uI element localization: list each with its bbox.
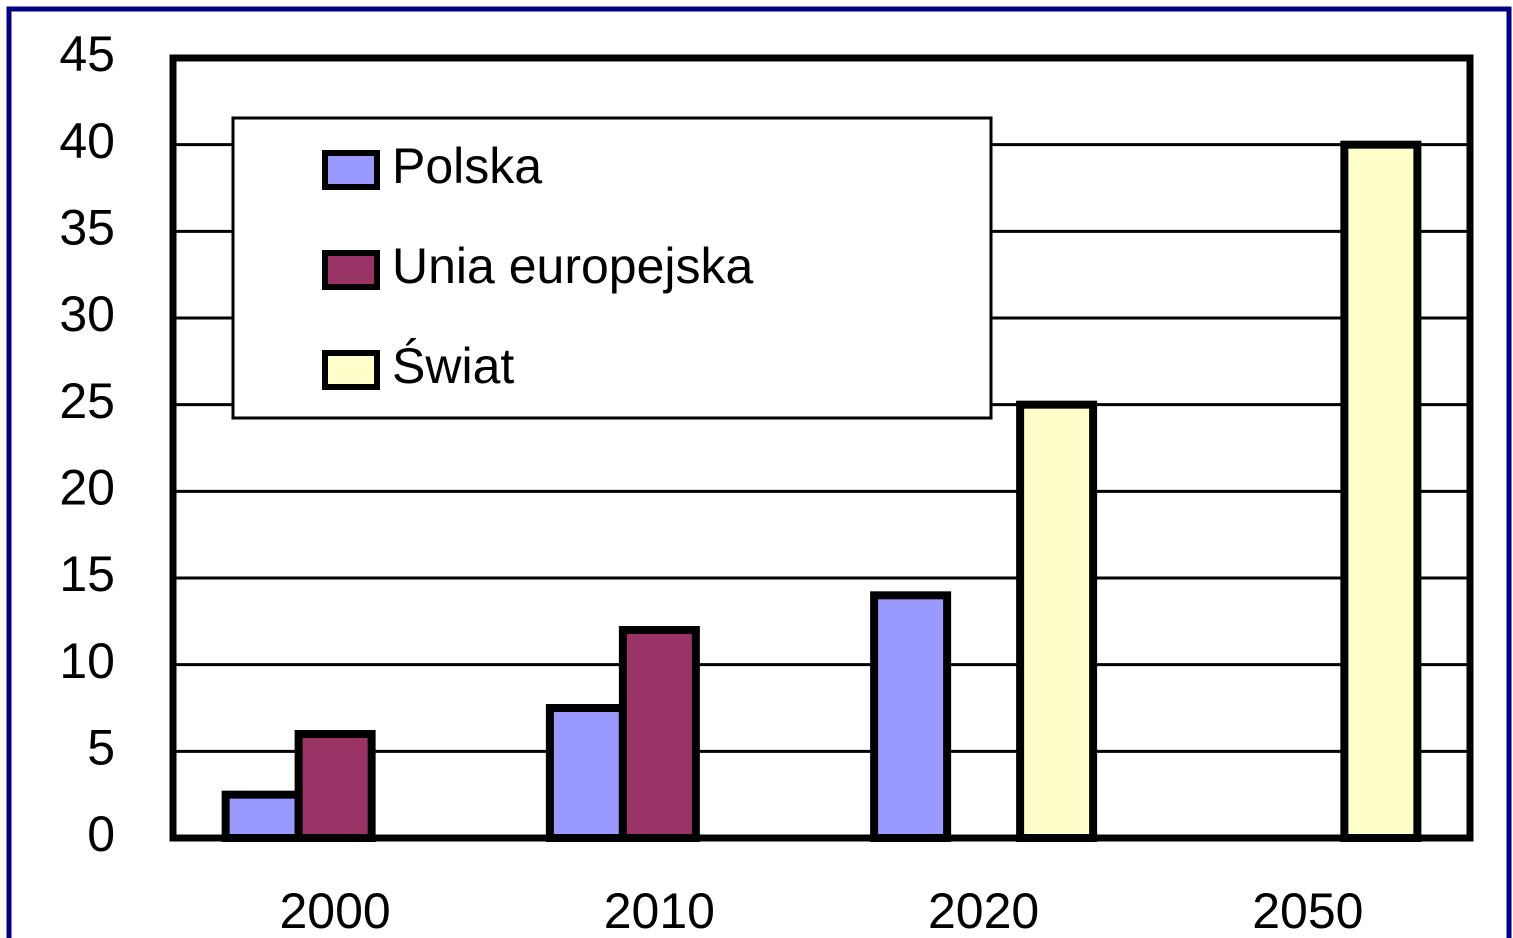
legend-swatch — [322, 350, 380, 390]
y-tick-label: 20 — [59, 460, 115, 516]
bar — [870, 591, 952, 842]
x-tick-label: 2000 — [280, 883, 391, 938]
bar — [1016, 400, 1098, 842]
legend-label: Unia europejska — [392, 238, 754, 294]
legend-label: Polska — [392, 138, 542, 194]
y-tick-label: 25 — [59, 373, 115, 429]
bar — [545, 704, 627, 842]
legend-label: Świat — [392, 337, 514, 394]
legend-swatch — [322, 250, 380, 290]
y-tick-label: 0 — [87, 806, 115, 862]
y-tick-label: 30 — [59, 286, 115, 342]
bar — [1340, 140, 1422, 842]
bar — [221, 790, 303, 843]
bar — [618, 626, 700, 842]
x-tick-label: 2010 — [604, 883, 715, 938]
y-tick-label: 15 — [59, 546, 115, 602]
y-tick-label: 45 — [59, 26, 115, 82]
y-tick-label: 5 — [87, 720, 115, 776]
y-tick-label: 40 — [59, 113, 115, 169]
y-tick-label: 10 — [59, 633, 115, 689]
legend-swatch — [322, 150, 380, 190]
x-tick-label: 2020 — [928, 883, 1039, 938]
bar — [294, 730, 376, 842]
y-tick-label: 35 — [59, 200, 115, 256]
plot-frame — [169, 54, 1474, 842]
x-tick-label: 2050 — [1252, 883, 1363, 938]
